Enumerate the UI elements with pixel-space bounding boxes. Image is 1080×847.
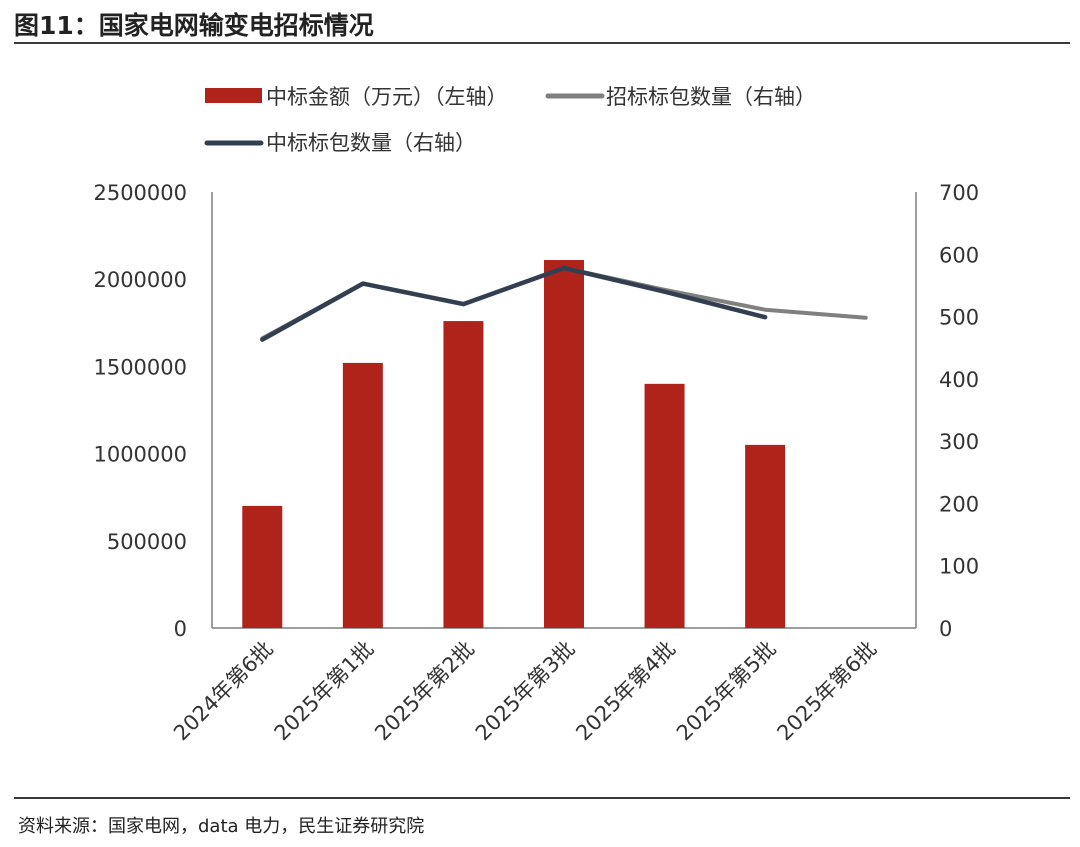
x-tick-label: 2025年第6批	[772, 637, 881, 746]
right-tick-label: 400	[939, 368, 979, 392]
left-tick-label: 1000000	[93, 443, 187, 467]
right-tick-label: 500	[939, 306, 979, 330]
legend-label-award: 中标标包数量（右轴）	[266, 131, 476, 155]
right-tick-label: 600	[939, 243, 979, 267]
x-tick-label: 2025年第3批	[471, 637, 580, 746]
left-tick-label: 0	[174, 617, 187, 641]
bar	[443, 321, 484, 628]
figure-title: 图11：国家电网输变电招标情况	[14, 11, 374, 40]
x-tick-label: 2025年第5批	[672, 637, 781, 746]
legend-label-tender: 招标标包数量（右轴）	[606, 85, 816, 109]
left-tick-label: 1500000	[93, 355, 187, 379]
bar	[342, 362, 383, 628]
left-tick-label: 2000000	[93, 268, 187, 292]
legend-label-bar: 中标金额（万元）（左轴）	[266, 85, 508, 109]
title-rule	[14, 42, 1070, 44]
bar	[644, 383, 685, 628]
right-axis: 0 100 200 300 400 500 600 700	[915, 181, 979, 641]
legend: 中标金额（万元）（左轴） 招标标包数量（右轴） 中标标包数量（右轴）	[204, 85, 816, 155]
right-tick-label: 700	[939, 181, 979, 205]
legend-swatch-bar	[205, 88, 262, 103]
left-tick-label: 500000	[107, 530, 187, 554]
award-count-line	[260, 265, 768, 342]
bar	[745, 444, 786, 628]
source-rule	[14, 797, 1070, 799]
x-tick-label: 2025年第4批	[571, 637, 680, 746]
right-tick-label: 0	[939, 617, 952, 641]
bar-series	[242, 260, 786, 628]
left-tick-label: 2500000	[93, 181, 187, 205]
bar	[544, 260, 584, 628]
right-tick-label: 300	[939, 430, 979, 454]
left-axis: 0 500000 1000000 1500000 2000000 2500000	[93, 181, 916, 641]
x-tick-label: 2025年第2批	[370, 637, 479, 746]
line-series	[260, 265, 868, 342]
source-note: 资料来源：国家电网，data 电力，民生证券研究院	[18, 816, 425, 837]
x-axis-labels: 2024年第6批2025年第1批2025年第2批2025年第3批2025年第4批…	[169, 637, 881, 746]
bar	[242, 505, 283, 628]
x-tick-label: 2025年第1批	[270, 637, 379, 746]
right-tick-label: 200	[939, 492, 979, 516]
right-tick-label: 100	[939, 555, 979, 579]
x-tick-label: 2024年第6批	[169, 637, 278, 746]
